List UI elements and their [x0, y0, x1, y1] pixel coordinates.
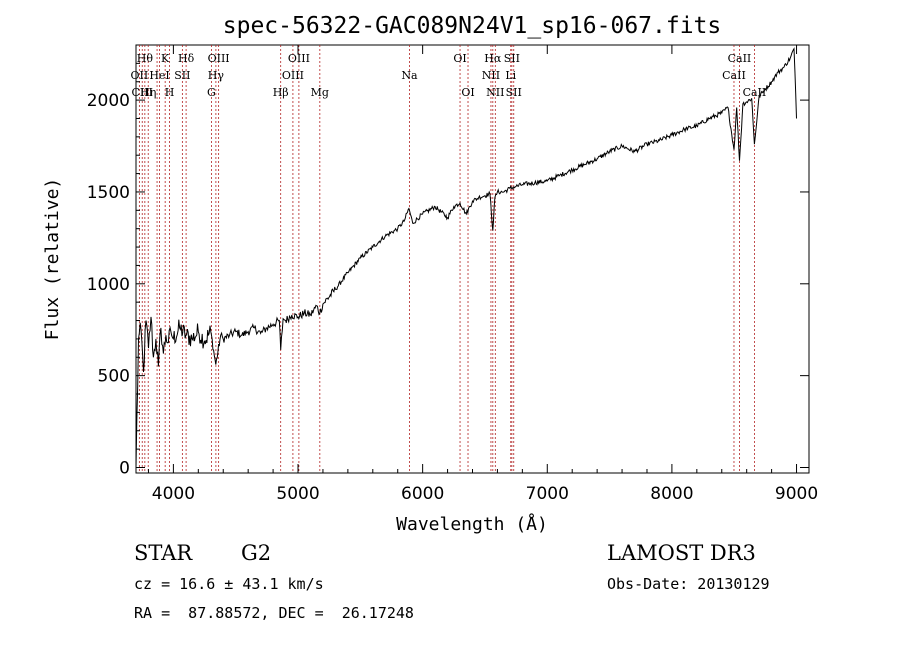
x-tick-label: 8000 — [650, 484, 693, 504]
spectral-line-label: Mg — [311, 86, 329, 99]
spectral-line-label: OIII — [208, 52, 230, 65]
y-tick-label: 2000 — [87, 91, 130, 111]
spectral-line-label: Hδ — [178, 52, 195, 65]
object-class: STAR — [134, 541, 193, 565]
x-tick-label: 5000 — [276, 484, 319, 504]
x-axis-ticks: 4000 5000 6000 7000 8000 9000 — [147, 45, 818, 504]
spectral-line-label: Hθ — [137, 52, 154, 65]
spectral-line-label: H — [165, 86, 175, 99]
spectral-line-label: Na — [401, 69, 418, 82]
spectral-line-label: G — [207, 86, 216, 99]
spectral-line-label: CaII — [722, 69, 746, 82]
spectral-line-label: NII — [486, 86, 504, 99]
y-tick-label: 1500 — [87, 183, 130, 203]
y-axis-label: Flux (relative) — [42, 178, 63, 341]
spectral-line-label: HeI — [149, 69, 169, 82]
spectral-line-label: OII — [131, 69, 149, 82]
spectrum-line — [135, 47, 797, 468]
x-tick-label: 6000 — [401, 484, 444, 504]
spectral-line-label: Hα — [484, 52, 502, 65]
x-tick-label: 7000 — [526, 484, 569, 504]
y-tick-label: 0 — [119, 458, 130, 478]
plot-frame — [135, 44, 810, 474]
redshift-cz: cz = 16.6 ± 43.1 km/s — [134, 575, 324, 593]
y-tick-label: 500 — [98, 367, 130, 387]
chart-title: spec-56322-GAC089N24V1_sp16-067.fits — [223, 13, 722, 39]
x-axis-label: Wavelength (Å) — [396, 513, 548, 535]
spectral-line-label: CIII — [132, 86, 153, 99]
spectral-line-label: OI — [453, 52, 466, 65]
survey-name: LAMOST DR3 — [607, 541, 756, 565]
spectral-line-label: SII — [174, 69, 190, 82]
spectral-line-label: NII — [482, 69, 500, 82]
y-tick-label: 1000 — [87, 275, 130, 295]
x-tick-label: 9000 — [775, 484, 818, 504]
spectral-line-label: CaII — [728, 52, 752, 65]
spectral-line-label: OIII — [288, 52, 310, 65]
spectral-line-labels: OII CIII Hθ Hη HeI K H SII Hδ G Hγ OIII Hβ OIII OIII Mg… — [131, 52, 767, 99]
spectral-line-label: Hγ — [208, 69, 225, 82]
spectral-line-label: Li — [505, 69, 516, 82]
spectral-line-label: OI — [461, 86, 474, 99]
x-tick-label: 4000 — [152, 484, 195, 504]
spectral-line-label: OIII — [282, 69, 304, 82]
obs-date: Obs-Date: 20130129 — [607, 575, 770, 593]
spectral-line-label: SII — [506, 86, 522, 99]
spectral-line-label: Hη — [140, 86, 156, 99]
spectral-line-label: K — [161, 52, 170, 65]
y-axis-ticks: 0 500 1000 1500 2000 — [87, 62, 809, 478]
object-subclass: G2 — [241, 541, 272, 565]
spectral-line-label: SII — [504, 52, 520, 65]
spectral-line-label: Hβ — [273, 86, 289, 99]
ra-dec-coords: RA = 87.88572, DEC = 26.17248 — [134, 604, 414, 622]
spectral-line-markers — [138, 45, 755, 473]
